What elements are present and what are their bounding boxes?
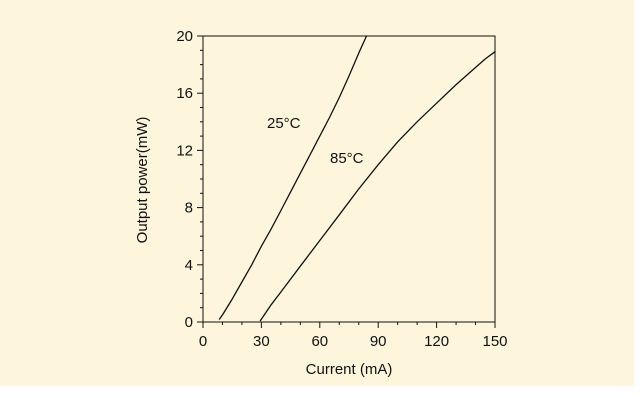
ticks-layer: 0 30 60 90 120 150 0 4 8 12 16 20 — [176, 28, 507, 350]
x-tick-label: 90 — [370, 333, 387, 350]
x-tick-label: 150 — [482, 333, 507, 350]
y-tick-label: 16 — [176, 85, 193, 102]
y-tick-label: 20 — [176, 28, 193, 45]
y-tick-label: 0 — [185, 314, 193, 331]
curve-85c — [259, 51, 496, 322]
series-label-85c: 85°C — [330, 150, 364, 167]
x-tick-label: 30 — [253, 333, 270, 350]
series-label-25c: 25°C — [267, 115, 301, 132]
y-tick-label: 12 — [176, 142, 193, 159]
x-tick-label: 0 — [199, 333, 207, 350]
curve-25c — [218, 35, 368, 320]
plot-area-frame — [202, 35, 496, 323]
y-tick-label: 4 — [185, 257, 193, 274]
curves-layer — [218, 35, 496, 322]
x-axis-label: Current (mA) — [306, 361, 393, 378]
y-axis-label: Output power(mW) — [134, 117, 151, 244]
x-tick-label: 60 — [311, 333, 328, 350]
y-tick-label: 8 — [185, 200, 193, 217]
x-tick-label: 120 — [424, 333, 449, 350]
